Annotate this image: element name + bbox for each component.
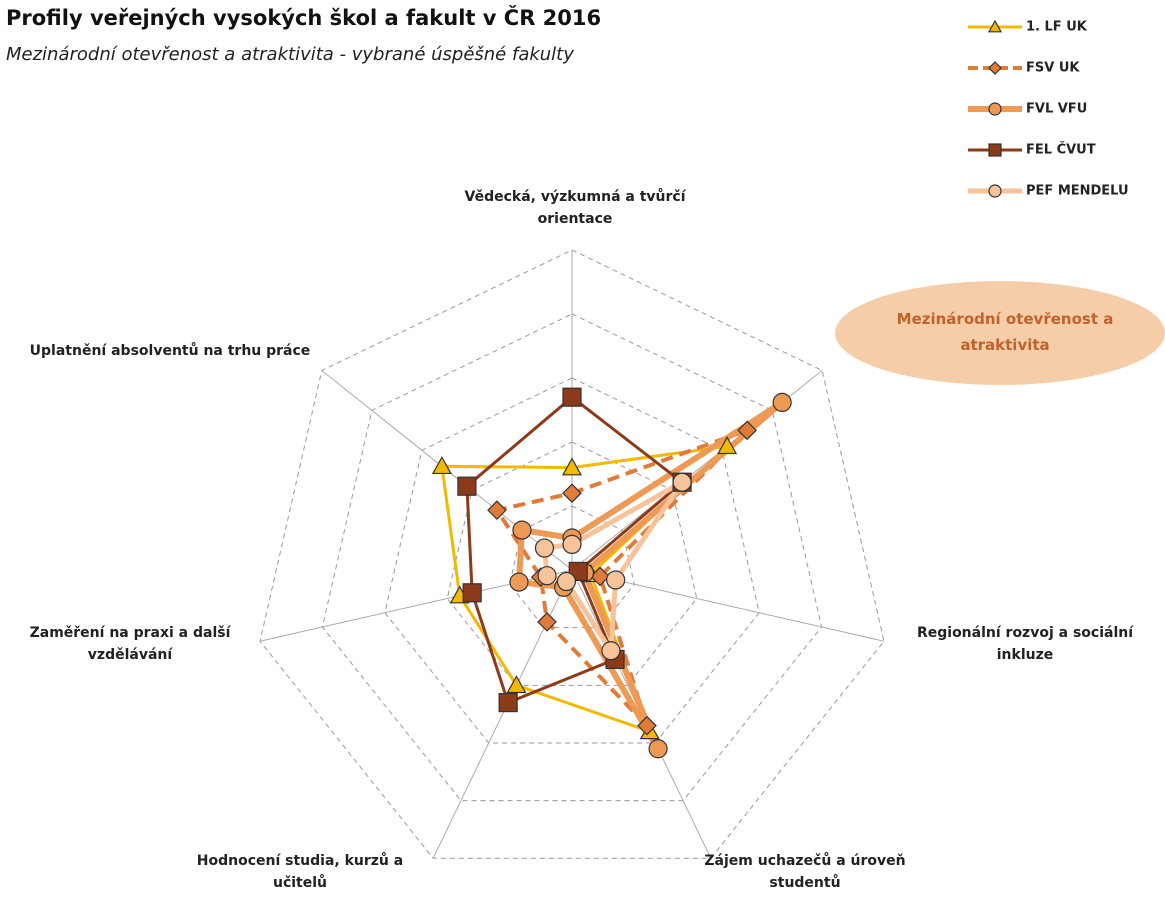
grid-ring bbox=[446, 441, 698, 686]
marker bbox=[988, 143, 1002, 157]
marker bbox=[509, 572, 529, 592]
marker bbox=[457, 476, 477, 496]
marker bbox=[988, 61, 1002, 75]
marker bbox=[512, 520, 532, 540]
marker bbox=[537, 566, 557, 586]
axis-label: Zaměření na praxi a další vzdělávání bbox=[29, 625, 231, 663]
axis-spoke bbox=[432, 569, 573, 859]
marker bbox=[590, 566, 610, 587]
grid-ring bbox=[321, 313, 823, 802]
marker bbox=[988, 184, 1002, 198]
marker bbox=[431, 456, 452, 475]
marker bbox=[534, 538, 555, 558]
marker bbox=[648, 739, 668, 759]
marker bbox=[672, 472, 692, 492]
legend-label: FEL ČVUT bbox=[1026, 142, 1096, 158]
marker bbox=[601, 641, 621, 661]
marker bbox=[562, 483, 582, 504]
marker bbox=[717, 436, 738, 455]
legend-label: PEF MENDELU bbox=[1026, 184, 1129, 199]
marker bbox=[562, 534, 582, 555]
marker bbox=[487, 500, 507, 520]
marker bbox=[772, 392, 792, 413]
chart-title: Profily veřejných vysokých škol a fakult… bbox=[6, 6, 602, 30]
legend-label: 1. LF UK bbox=[1026, 20, 1088, 35]
marker bbox=[537, 612, 557, 632]
marker bbox=[561, 457, 583, 476]
axis-label: Hodnocení studia, kurzů a učitelů bbox=[196, 853, 404, 891]
axis-label: Regionální rozvoj a sociální inkluze bbox=[916, 625, 1134, 663]
axis-label: Zájem uchazečů a úroveň studentů bbox=[704, 853, 906, 891]
axis-label: Mezinárodní otevřenost a atraktivita bbox=[896, 310, 1114, 354]
series-line bbox=[465, 395, 684, 705]
marker bbox=[498, 693, 518, 713]
axis-label: Vědecká, výzkumná a tvůrčí orientace bbox=[464, 189, 686, 227]
legend-label: FSV UK bbox=[1026, 61, 1080, 76]
marker bbox=[737, 420, 757, 441]
marker bbox=[606, 570, 626, 590]
marker bbox=[556, 571, 577, 592]
marker bbox=[987, 19, 1003, 33]
highlight-ellipse bbox=[835, 281, 1165, 385]
marker bbox=[462, 583, 482, 603]
series-line bbox=[515, 399, 786, 752]
marker bbox=[637, 715, 657, 736]
axis-label: Uplatnění absolventů na trhu práce bbox=[29, 343, 311, 359]
marker bbox=[988, 102, 1002, 116]
marker bbox=[506, 675, 527, 694]
legend-label: FVL VFU bbox=[1026, 102, 1087, 117]
chart-subtitle: Mezinárodní otevřenost a atraktivita - v… bbox=[6, 44, 574, 65]
marker bbox=[562, 387, 582, 407]
